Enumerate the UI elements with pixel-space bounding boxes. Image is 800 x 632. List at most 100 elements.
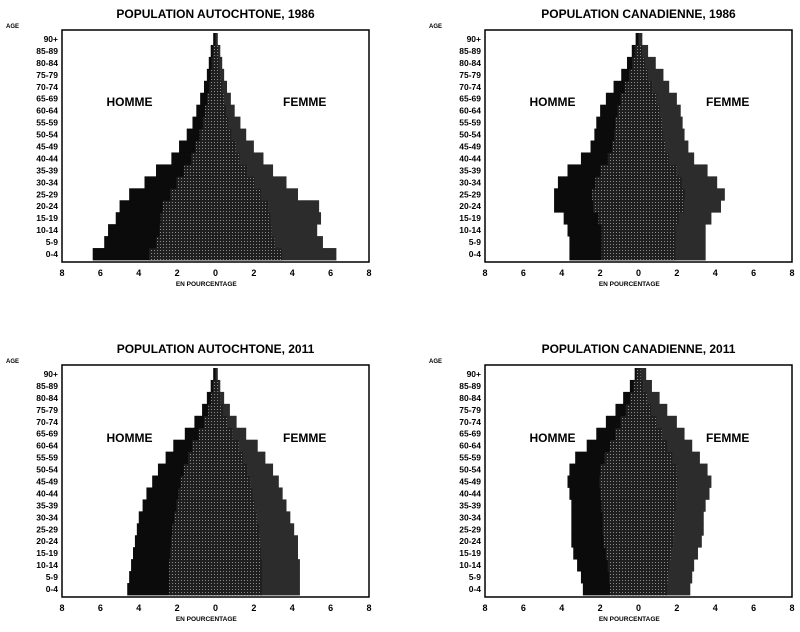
- bar-shading: [601, 248, 676, 261]
- age-tick-label: 40-44: [459, 153, 481, 163]
- age-tick-label: 60-64: [459, 106, 481, 116]
- x-tick-label: 4: [713, 268, 718, 278]
- y-axis-label: AGE: [6, 24, 19, 30]
- bar-shading: [602, 523, 675, 536]
- age-tick-label: 10-14: [459, 560, 481, 570]
- age-tick-label: 50-54: [459, 130, 481, 140]
- bar-shading: [169, 583, 262, 596]
- x-tick-label: 8: [366, 603, 371, 613]
- age-tick-label: 30-34: [36, 512, 58, 522]
- bar-shading: [604, 451, 673, 464]
- bar-shading: [199, 128, 232, 141]
- bar-shading: [149, 248, 282, 261]
- bar-shading: [202, 116, 229, 129]
- age-tick-label: 0-4: [469, 249, 482, 259]
- x-tick-label: 0: [636, 268, 641, 278]
- bar-shading: [603, 535, 674, 548]
- x-tick-label: 2: [674, 268, 679, 278]
- bar-shading: [208, 403, 223, 417]
- age-tick-label: 85-89: [36, 46, 58, 56]
- bar-shading: [160, 212, 271, 225]
- age-tick-label: 75-79: [36, 70, 58, 80]
- age-tick-label: 30-34: [459, 512, 481, 522]
- bar-shading: [183, 463, 248, 476]
- x-axis-label: EN POURCENTAGE: [599, 281, 661, 288]
- x-tick-label: 2: [598, 268, 603, 278]
- age-tick-label: 55-59: [459, 453, 481, 463]
- x-tick-label: 2: [598, 603, 603, 613]
- age-tick-label: 40-44: [459, 488, 481, 498]
- bar-shading: [188, 451, 243, 464]
- bar-shading: [600, 164, 677, 177]
- age-tick-label: 75-79: [36, 405, 58, 415]
- age-tick-label: 35-39: [36, 500, 58, 510]
- age-tick-label: 20-24: [36, 201, 58, 211]
- bar-shading: [601, 499, 676, 512]
- bar-shading: [191, 152, 240, 165]
- age-tick-label: 90+: [467, 34, 481, 44]
- age-tick-label: 45-49: [459, 142, 481, 152]
- bar-shading: [207, 92, 224, 106]
- femme-label: FEMME: [283, 431, 326, 445]
- age-tick-label: 10-14: [36, 225, 58, 235]
- bar-shading: [624, 80, 653, 94]
- bar-shading: [174, 511, 257, 524]
- x-tick-label: 8: [789, 603, 794, 613]
- age-tick-label: 20-24: [459, 536, 481, 546]
- x-tick-label: 4: [290, 603, 295, 613]
- age-tick-label: 45-49: [36, 142, 58, 152]
- age-tick-label: 90+: [467, 369, 481, 379]
- bar-shading: [210, 68, 221, 82]
- age-tick-label: 90+: [44, 369, 58, 379]
- age-tick-label: 70-74: [459, 82, 481, 92]
- bar-femme: [638, 368, 647, 381]
- chart-title: POPULATION AUTOCHTONE, 1986: [116, 7, 315, 21]
- age-tick-label: 60-64: [459, 441, 481, 451]
- bar-shading: [195, 140, 236, 153]
- bar-shading: [632, 56, 645, 70]
- x-tick-label: 6: [751, 268, 756, 278]
- bar-homme: [213, 33, 216, 46]
- age-tick-label: 40-44: [36, 153, 58, 163]
- x-tick-label: 8: [59, 268, 64, 278]
- x-tick-label: 8: [59, 603, 64, 613]
- bar-femme: [638, 33, 643, 46]
- age-tick-label: 35-39: [36, 165, 58, 175]
- bar-shading: [176, 499, 255, 512]
- bar-shading: [212, 44, 219, 58]
- bar-shading: [595, 176, 682, 189]
- homme-label: HOMME: [530, 95, 576, 109]
- x-tick-label: 2: [251, 603, 256, 613]
- bar-shading: [610, 439, 667, 453]
- bar-shading: [599, 475, 678, 488]
- age-tick-label: 60-64: [36, 106, 58, 116]
- bar-shading: [180, 475, 251, 488]
- age-tick-label: 5-9: [46, 572, 59, 582]
- age-tick-label: 15-19: [459, 213, 481, 223]
- bar-shading: [162, 200, 269, 213]
- age-tick-label: 0-4: [469, 584, 482, 594]
- age-tick-label: 80-84: [459, 58, 481, 68]
- bar-femme: [638, 44, 649, 58]
- x-tick-label: 0: [636, 603, 641, 613]
- x-tick-label: 4: [713, 603, 718, 613]
- age-tick-label: 35-39: [459, 500, 481, 510]
- bar-shading: [592, 188, 685, 201]
- age-tick-label: 0-4: [46, 249, 59, 259]
- homme-label: HOMME: [530, 431, 576, 445]
- x-tick-label: 6: [328, 603, 333, 613]
- bar-shading: [210, 391, 221, 405]
- bar-shading: [169, 559, 262, 572]
- bar-shading: [612, 140, 665, 153]
- age-tick-label: 55-59: [36, 453, 58, 463]
- bar-shading: [615, 116, 662, 129]
- x-tick-label: 0: [213, 268, 218, 278]
- bar-shading: [156, 236, 275, 249]
- age-tick-label: 70-74: [36, 82, 58, 92]
- bar-shading: [605, 547, 672, 560]
- pyramid-panel: POPULATION CANADIENNE, 2011 0-4 5-9 10-14 15…: [429, 342, 795, 623]
- age-tick-label: 85-89: [36, 381, 58, 391]
- bar-shading: [198, 427, 233, 441]
- age-tick-label: 15-19: [36, 213, 58, 223]
- bar-shading: [615, 427, 662, 441]
